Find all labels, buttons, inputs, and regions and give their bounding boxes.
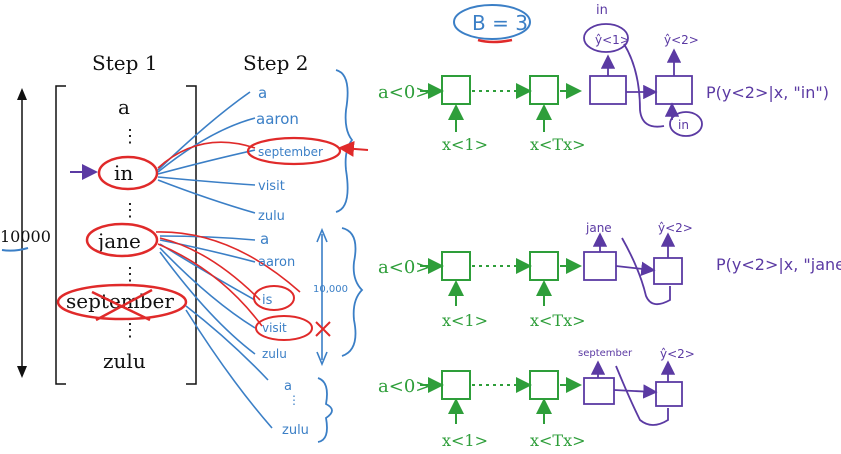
- rnn-row-2: a<0> x<1> x<Tx>: [378, 251, 586, 330]
- fan-lines-jane: [159, 235, 256, 355]
- row3-xT: x<Tx>: [530, 431, 586, 450]
- row1-x1: x<1>: [442, 135, 488, 154]
- row1-input-word: in: [596, 3, 608, 18]
- decoder-row-1: [583, 23, 703, 137]
- fan-lines-september: [185, 305, 273, 429]
- beam-width-label: B = 3: [472, 11, 528, 35]
- rnn-row-3: a<0> x<1> x<Tx>: [378, 370, 586, 450]
- row1-a0: a<0>: [378, 82, 430, 103]
- group2-brace: [341, 227, 364, 357]
- step2-title: Step 2: [243, 51, 308, 75]
- vocab-bracket-left: [55, 85, 66, 385]
- selected-word-circles: [56, 155, 188, 322]
- group1-word-a: a: [258, 84, 267, 102]
- row1-out1: ŷ<1>: [595, 33, 630, 47]
- group1-word-visit: visit: [258, 179, 285, 194]
- vocab-size-label: 10000: [0, 227, 51, 246]
- row3-x1: x<1>: [442, 431, 488, 450]
- row1-probability: P(y<2>|x, "in"): [706, 83, 829, 102]
- row2-out2: ŷ<2>: [658, 221, 693, 235]
- group3-word-a: a: [284, 379, 292, 394]
- svg-text:⋮: ⋮: [121, 126, 139, 147]
- vocab-size-arrow: [17, 88, 27, 378]
- group2-word-zulu: zulu: [262, 347, 287, 361]
- vocab-word-zulu: zulu: [103, 349, 146, 373]
- group1-word-zulu: zulu: [258, 209, 285, 224]
- svg-text:⋮: ⋮: [121, 200, 139, 221]
- group2-word-visit: visit: [262, 321, 287, 335]
- vocab-word-september: september: [66, 289, 174, 313]
- row3-a0: a<0>: [378, 376, 430, 397]
- fan-lines-in: [157, 91, 256, 214]
- group1-brace: [335, 69, 354, 213]
- row2-x1: x<1>: [442, 311, 488, 330]
- vocab-word-a: a: [118, 95, 130, 119]
- decoder-row-3: [583, 360, 683, 426]
- row1-out2: ŷ<2>: [664, 33, 699, 47]
- fan-lines-red: [155, 141, 301, 327]
- svg-text:⋮: ⋮: [288, 393, 300, 407]
- rnn-row-1: a<0> x<1> x<Tx>: [378, 75, 586, 154]
- vocab-word-in: in: [114, 161, 133, 185]
- row1-below-word: in: [678, 118, 689, 132]
- svg-text:⋮: ⋮: [121, 264, 139, 285]
- row2-a0: a<0>: [378, 257, 430, 278]
- group1-word-september: september: [258, 145, 323, 159]
- row2-xT: x<Tx>: [530, 311, 586, 330]
- vocab-word-jane: jane: [96, 229, 141, 253]
- step1-title: Step 1: [92, 51, 157, 75]
- row3-out2: ŷ<2>: [660, 347, 695, 361]
- group2-word-aaron: aaron: [258, 255, 295, 270]
- group3-word-zulu: zulu: [282, 423, 309, 438]
- group3-brace: [317, 377, 333, 443]
- group2-word-is: is: [262, 293, 273, 308]
- decoder-row-2: [583, 232, 683, 306]
- row2-input-word: jane: [585, 221, 612, 235]
- svg-text:⋮: ⋮: [121, 320, 139, 341]
- row3-input-word: september: [578, 348, 633, 359]
- group2-count: 10,000: [313, 284, 348, 295]
- group2-word-a: a: [260, 230, 269, 248]
- row2-probability: P(y<2>|x, "jane"): [716, 255, 841, 274]
- beam-width-annotation: B = 3: [453, 4, 531, 44]
- row1-xT: x<Tx>: [530, 135, 586, 154]
- group1-word-aaron: aaron: [256, 110, 299, 128]
